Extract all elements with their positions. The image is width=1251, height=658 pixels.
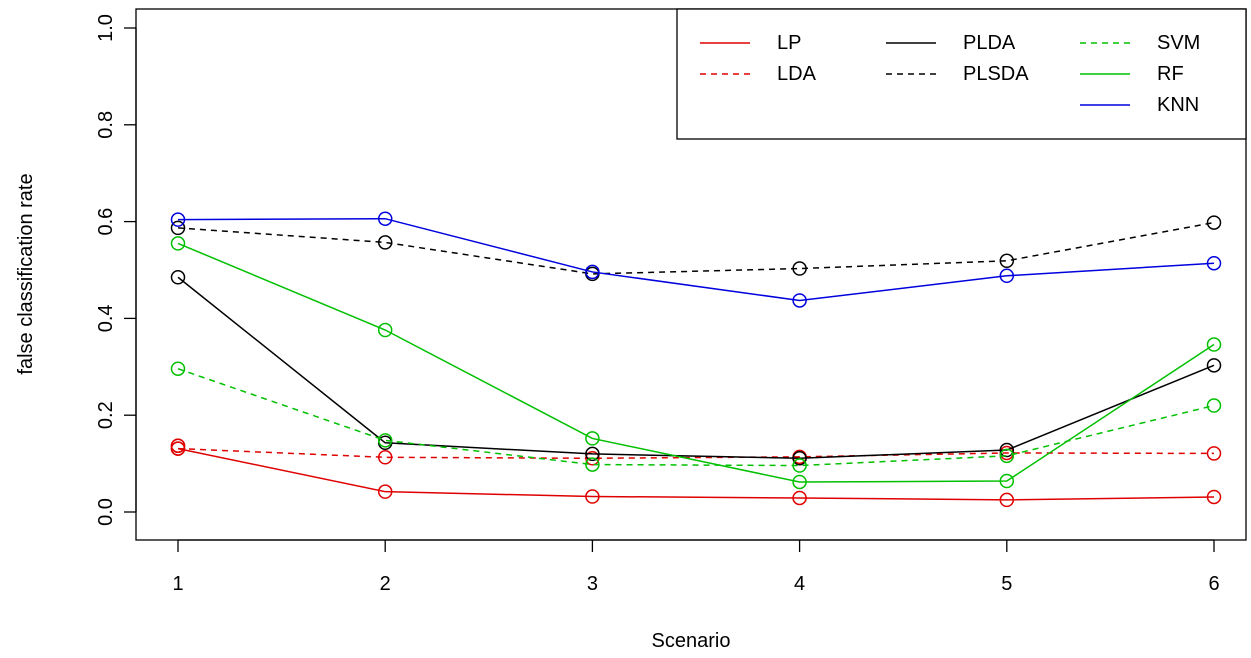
y-tick-label: 0.0 <box>95 498 117 526</box>
series-line-svm <box>177 368 1215 467</box>
data-point <box>377 322 393 338</box>
data-point <box>377 484 393 499</box>
data-point <box>1206 358 1222 373</box>
legend-label-rf: RF <box>1157 63 1184 85</box>
data-point <box>170 220 186 236</box>
data-point <box>1206 255 1222 271</box>
data-point <box>585 264 600 280</box>
data-point <box>1206 398 1222 413</box>
legend-label-lda: LDA <box>777 63 817 85</box>
x-tick-label: 2 <box>380 573 391 595</box>
data-point <box>999 253 1015 269</box>
x-tick-label: 6 <box>1208 573 1219 595</box>
legend-label-svm: SVM <box>1157 32 1200 54</box>
data-point <box>377 450 393 465</box>
series-knn <box>170 211 1222 308</box>
data-point <box>1206 446 1222 461</box>
data-point <box>585 446 600 462</box>
y-tick-label: 1.0 <box>95 14 117 42</box>
data-point <box>1206 337 1222 352</box>
series-svm <box>170 361 1222 473</box>
data-point <box>170 270 186 285</box>
data-point <box>792 458 807 473</box>
y-tick-label: 0.4 <box>95 304 117 332</box>
series-plsda <box>170 215 1222 282</box>
legend-label-knn: KNN <box>1157 94 1199 116</box>
series-layer <box>170 211 1222 508</box>
x-axis-label: Scenario <box>652 630 731 652</box>
data-point <box>792 474 807 490</box>
data-point <box>999 268 1015 284</box>
data-point <box>792 261 807 276</box>
y-axis-label: false classification rate <box>15 173 37 374</box>
data-point <box>1206 489 1222 505</box>
series-line-lp <box>177 447 1215 501</box>
data-point <box>792 490 807 506</box>
series-line-lda <box>177 447 1215 460</box>
data-point <box>170 212 186 227</box>
data-point <box>792 293 807 308</box>
legend-label-plsda: PLSDA <box>963 63 1029 85</box>
x-tick-label: 3 <box>587 573 598 595</box>
legend-label-plda: PLDA <box>963 32 1016 54</box>
series-plda <box>170 270 1222 466</box>
y-tick-label: 0.2 <box>95 401 117 429</box>
data-point <box>999 448 1015 464</box>
series-line-plda <box>177 276 1215 460</box>
series-line-knn <box>177 217 1215 302</box>
legend-label-lp: LP <box>777 32 801 54</box>
legend: LP LDA PLDA PLSDA SVM RF KNN <box>676 8 1247 140</box>
data-point <box>585 451 600 466</box>
data-point <box>585 489 600 504</box>
data-point <box>170 438 186 453</box>
series-lp <box>170 438 1222 508</box>
series-line-plsda <box>177 221 1215 275</box>
data-point <box>377 235 393 250</box>
y-axis: 0.0 0.2 0.4 0.6 0.8 1.0 <box>95 14 137 526</box>
data-point <box>170 361 186 376</box>
y-tick-label: 0.8 <box>95 111 117 139</box>
series-line-rf <box>177 242 1215 483</box>
x-tick-label: 1 <box>172 573 183 595</box>
x-tick-label: 4 <box>794 573 805 595</box>
legend-box <box>676 8 1247 140</box>
y-tick-label: 0.6 <box>95 208 117 236</box>
data-point <box>792 451 807 466</box>
data-point <box>585 431 600 446</box>
data-point <box>999 492 1015 508</box>
data-point <box>377 211 393 226</box>
data-point <box>585 457 600 472</box>
data-point <box>170 236 186 251</box>
x-tick-label: 5 <box>1001 573 1012 595</box>
data-point <box>999 442 1015 458</box>
data-point <box>377 433 393 448</box>
data-point <box>999 473 1015 489</box>
series-rf <box>170 236 1222 490</box>
x-axis: 1 2 3 4 5 6 <box>172 539 1220 595</box>
data-point <box>1206 215 1222 230</box>
